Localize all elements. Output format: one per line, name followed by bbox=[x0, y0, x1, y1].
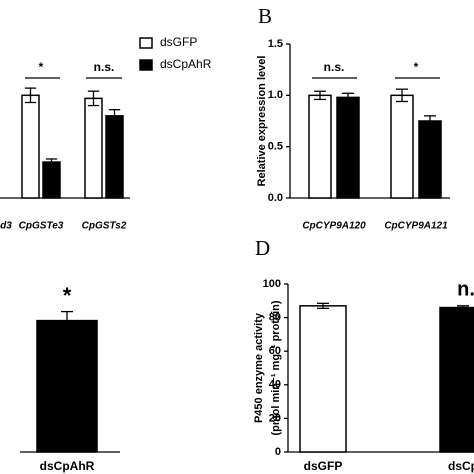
bar bbox=[308, 94, 332, 199]
y-tick-label: 0 bbox=[275, 446, 281, 458]
legend-swatch bbox=[139, 59, 153, 71]
y-tick-label: 20 bbox=[269, 412, 281, 424]
error-bar bbox=[396, 88, 408, 103]
error-bar bbox=[424, 115, 436, 127]
y-tick-label: 100 bbox=[263, 278, 281, 290]
panel-label: B bbox=[258, 4, 272, 28]
significance-label: n.s. bbox=[94, 60, 115, 74]
error-bar bbox=[317, 302, 329, 310]
bar bbox=[21, 94, 40, 199]
significance-label: n. bbox=[457, 278, 474, 300]
significance-label: * bbox=[414, 60, 419, 74]
x-tick-label: CpCYP9A120 bbox=[302, 221, 366, 232]
error-bar bbox=[314, 90, 326, 101]
bar bbox=[84, 97, 103, 199]
error-bar bbox=[45, 158, 58, 166]
error-bar bbox=[342, 92, 354, 103]
error-bar bbox=[61, 310, 73, 331]
bar bbox=[390, 94, 414, 199]
significance-label: * bbox=[63, 283, 72, 308]
y-tick-label: 0.0 bbox=[268, 192, 283, 204]
legend-label: dsGFP bbox=[160, 35, 197, 49]
legend-swatch bbox=[139, 37, 153, 49]
x-tick-label: d3 bbox=[0, 221, 12, 232]
y-axis-label: P450 enzyme activity bbox=[253, 312, 265, 423]
y-tick-label: 0.5 bbox=[268, 141, 283, 153]
x-tick-label: CpGSTe3 bbox=[19, 221, 64, 232]
significance-label: * bbox=[39, 60, 44, 74]
bar bbox=[439, 306, 474, 453]
error-bar bbox=[87, 90, 100, 107]
bar bbox=[42, 161, 61, 199]
x-tick-label: dsCp bbox=[448, 459, 474, 473]
error-bar bbox=[24, 87, 37, 104]
bar bbox=[336, 96, 360, 199]
bar bbox=[36, 319, 98, 453]
y-axis-label: (pmol min⁻¹ mg⁻¹ protein) bbox=[270, 300, 282, 435]
panel-label: D bbox=[255, 236, 270, 260]
x-tick-label: CpCYP9A121 bbox=[384, 221, 448, 232]
y-tick-label: 1.0 bbox=[268, 89, 283, 101]
y-tick-label: 40 bbox=[269, 379, 281, 391]
x-tick-label: dsGFP bbox=[304, 459, 343, 473]
y-axis-label: Relative expression level bbox=[256, 56, 268, 187]
x-tick-label: CpGSTs2 bbox=[82, 221, 127, 232]
bar bbox=[105, 115, 124, 199]
bar bbox=[299, 305, 347, 453]
significance-label: n.s. bbox=[324, 60, 345, 74]
error-bar bbox=[108, 109, 121, 123]
legend-label: dsCpAhR bbox=[160, 57, 212, 71]
y-tick-label: 80 bbox=[269, 312, 281, 324]
y-tick-label: 60 bbox=[269, 345, 281, 357]
error-bar bbox=[457, 305, 469, 310]
y-tick-label: 1.5 bbox=[268, 38, 283, 50]
x-tick-label: dsCpAhR bbox=[40, 459, 95, 473]
bar bbox=[418, 120, 442, 199]
